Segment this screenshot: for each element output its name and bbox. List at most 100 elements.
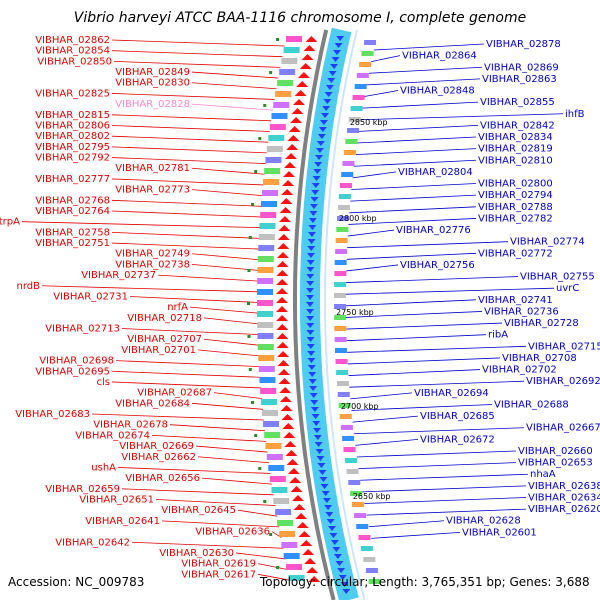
right-feature-block [335, 238, 348, 243]
kbp-marker: 2750 kbp [336, 308, 374, 317]
left-leader-line [197, 349, 260, 357]
blue-gene-arrow [338, 575, 347, 580]
left-feature-block [257, 278, 274, 284]
kbp-marker: 2700 kbp [341, 402, 379, 411]
blue-gene-arrow [322, 498, 331, 503]
right-gene-label: VIBHAR_02782 [478, 213, 553, 224]
right-feature-block [360, 546, 373, 551]
left-feature-block [258, 234, 275, 240]
right-gene-label: VIBHAR_02638 [528, 481, 600, 492]
red-gene-arrow [279, 396, 292, 402]
left-leader-line [111, 93, 275, 100]
blue-gene-arrow [328, 526, 337, 531]
right-feature-block [345, 458, 358, 463]
red-gene-arrow [298, 531, 311, 537]
left-gene-label: cls [97, 377, 111, 388]
blue-gene-arrow [313, 428, 322, 433]
left-gene-label: VIBHAR_02777 [35, 174, 110, 185]
left-feature-block [286, 564, 303, 570]
red-gene-arrow [281, 189, 294, 195]
right-feature-block [347, 128, 360, 133]
left-feature-block [271, 487, 288, 493]
left-feature-block [269, 124, 286, 130]
blue-gene-arrow [306, 253, 315, 258]
left-feature-block [261, 410, 278, 416]
left-leader-line [197, 456, 269, 464]
left-leader-line [191, 402, 263, 410]
left-leader-line [195, 445, 268, 453]
left-feature-block [271, 113, 288, 119]
right-gene-label: VIBHAR_02688 [494, 399, 569, 410]
left-feature-block [257, 267, 274, 273]
right-feature-block [337, 216, 350, 221]
left-leader-line [121, 488, 274, 496]
red-gene-arrow [278, 225, 291, 231]
right-gene-label: VIBHAR_02774 [510, 237, 585, 248]
right-gene-label: VIBHAR_02653 [518, 458, 593, 469]
left-gene-label: VIBHAR_02642 [55, 537, 130, 548]
blue-gene-arrow [306, 337, 315, 342]
right-feature-block [364, 40, 377, 45]
left-leader-line [191, 264, 259, 271]
right-feature-block [334, 315, 347, 320]
red-gene-arrow [278, 378, 291, 384]
blue-gene-arrow [340, 582, 349, 587]
left-leader-line [111, 50, 283, 58]
left-feature-block [279, 69, 296, 75]
red-gene-arrow [283, 432, 296, 438]
left-leader-line [213, 392, 263, 400]
right-feature-block [343, 447, 356, 452]
left-gene-label: VIBHAR_02669 [119, 441, 194, 452]
right-leader-line [352, 171, 397, 179]
right-leader-line [366, 508, 527, 516]
right-leader-line [346, 264, 399, 272]
left-feature-block [277, 80, 294, 86]
right-gene-label: VIBHAR_02800 [478, 179, 553, 190]
tick-mark [263, 500, 267, 503]
right-leader-line [371, 55, 401, 63]
left-leader-line [113, 60, 281, 68]
left-leader-line [111, 114, 272, 122]
left-feature-block [260, 388, 277, 394]
right-feature-block [352, 502, 365, 507]
right-gene-label: VIBHAR_02848 [400, 86, 475, 97]
right-feature-block [341, 172, 354, 177]
red-gene-arrow [291, 108, 304, 114]
blue-gene-arrow [321, 491, 330, 496]
blue-gene-arrow [310, 407, 319, 412]
right-gene-label: VIBHAR_02819 [478, 144, 553, 155]
right-leader-line [348, 218, 477, 225]
red-gene-arrow [295, 513, 308, 519]
left-feature-block [257, 333, 274, 339]
left-leader-line [191, 82, 277, 90]
tick-mark [276, 38, 280, 41]
right-feature-block [354, 513, 367, 518]
tick-mark [258, 467, 262, 470]
red-gene-arrow [276, 297, 289, 303]
right-feature-block [365, 568, 378, 573]
red-gene-arrow [277, 369, 290, 375]
red-gene-arrow [282, 180, 295, 186]
red-gene-arrow [282, 171, 295, 177]
right-gene-label: VIBHAR_02878 [486, 39, 561, 50]
kbp-marker: 2800 kbp [339, 214, 377, 223]
left-feature-block [258, 245, 275, 251]
left-feature-block [273, 102, 290, 108]
left-gene-label: nrdB [17, 281, 41, 292]
left-gene-label: VIBHAR_02737 [81, 270, 156, 281]
right-gene-label: VIBHAR_02788 [478, 202, 553, 213]
blue-gene-arrow [308, 379, 317, 384]
left-gene-label: VIBHAR_02738 [115, 259, 190, 270]
red-gene-arrow [276, 315, 289, 321]
left-feature-block [266, 146, 283, 152]
blue-gene-arrow [322, 106, 331, 111]
blue-gene-arrow [330, 64, 339, 69]
red-gene-arrow [306, 567, 319, 573]
right-gene-label: VIBHAR_02601 [462, 527, 537, 538]
right-leader-line [350, 194, 477, 202]
left-feature-block [265, 157, 282, 163]
map-title: Vibrio harveyi ATCC BAA-1116 chromosome … [74, 10, 526, 26]
right-leader-line [349, 380, 525, 388]
right-leader-line [358, 124, 479, 132]
left-gene-label: VIBHAR_02825 [35, 88, 110, 99]
